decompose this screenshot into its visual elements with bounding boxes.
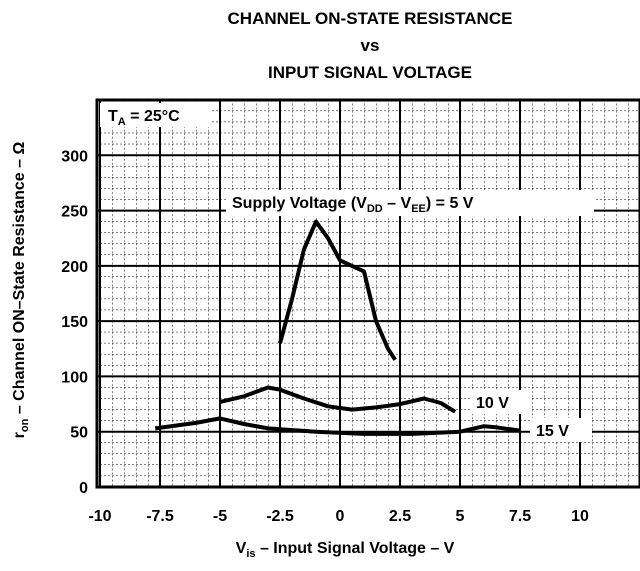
y-tick-label: 50 — [70, 425, 88, 442]
x-tick-label: -5 — [213, 508, 227, 525]
y-tick-label: 150 — [61, 314, 88, 331]
x-axis-label: Vis – Input Signal Voltage – V — [236, 540, 455, 560]
series-line — [219, 385, 457, 414]
series-label: 15 V — [536, 423, 569, 440]
series-line — [278, 219, 397, 361]
x-tick-label: -7.5 — [146, 508, 174, 525]
label-box — [530, 418, 592, 442]
x-tick-label: 2.5 — [389, 508, 411, 525]
y-axis-label: ron – Channel ON–State Resistance – Ω — [11, 142, 31, 439]
x-tick-label: 0 — [336, 508, 345, 525]
x-tick-label: 10 — [571, 508, 589, 525]
series-line — [154, 416, 521, 436]
y-tick-label: 100 — [61, 369, 88, 386]
x-tick-label: 5 — [456, 508, 465, 525]
title-line: CHANNEL ON-STATE RESISTANCE — [228, 9, 513, 28]
title-line: INPUT SIGNAL VOLTAGE — [268, 63, 472, 82]
y-tick-label: 250 — [61, 204, 88, 221]
label-box — [470, 390, 530, 414]
x-tick-label: -10 — [88, 508, 111, 525]
x-tick-label: -2.5 — [266, 508, 294, 525]
y-tick-label: 0 — [79, 480, 88, 497]
x-tick-label: 7.5 — [509, 508, 531, 525]
y-tick-label: 300 — [61, 148, 88, 165]
annotation-box — [226, 190, 594, 216]
supply-annotation: Supply Voltage (VDD – VEE) = 5 V — [232, 195, 474, 215]
y-tick-label: 200 — [61, 259, 88, 276]
series-label: 10 V — [476, 395, 509, 412]
annotation-box — [100, 103, 212, 127]
temperature-annotation: TA = 25°C — [108, 108, 180, 128]
title-line: vs — [361, 36, 380, 55]
